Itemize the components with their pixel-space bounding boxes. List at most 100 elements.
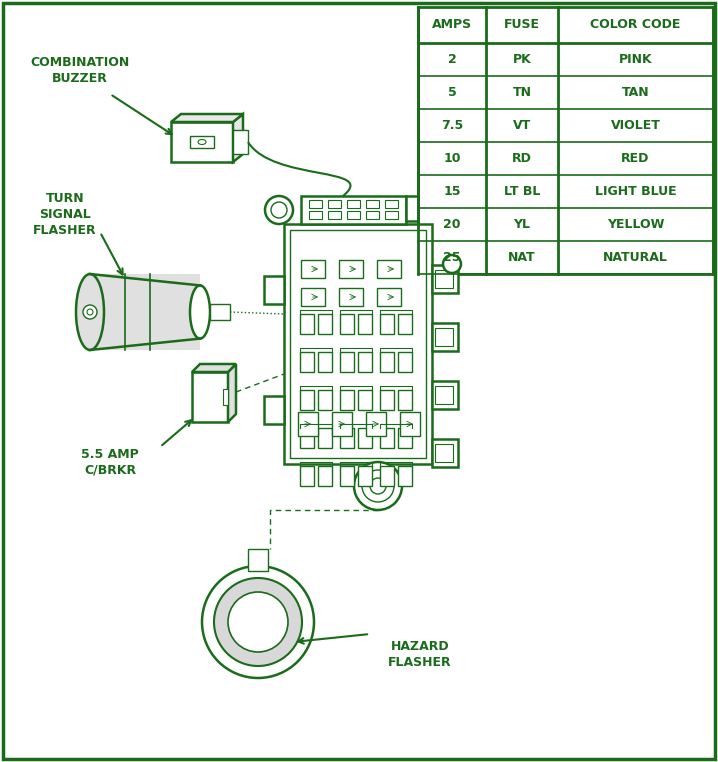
- Bar: [300, 428, 314, 448]
- Bar: [358, 352, 372, 372]
- Text: VT: VT: [513, 119, 531, 132]
- Circle shape: [354, 462, 402, 510]
- Text: AMPS: AMPS: [432, 18, 472, 31]
- Bar: [210, 304, 230, 320]
- Bar: [377, 260, 401, 278]
- Bar: [406, 196, 417, 221]
- Bar: [192, 372, 228, 422]
- Bar: [418, 7, 713, 274]
- Bar: [377, 288, 401, 306]
- Circle shape: [83, 305, 97, 319]
- Bar: [318, 466, 332, 486]
- Bar: [301, 260, 325, 278]
- Text: VIOLET: VIOLET: [610, 119, 661, 132]
- Bar: [385, 200, 398, 208]
- Bar: [301, 288, 325, 306]
- Circle shape: [265, 196, 293, 224]
- Ellipse shape: [190, 286, 210, 338]
- Text: 5.5 AMP
C/BRKR: 5.5 AMP C/BRKR: [81, 447, 139, 476]
- Circle shape: [443, 255, 461, 273]
- Bar: [435, 444, 453, 462]
- Polygon shape: [171, 114, 243, 122]
- Bar: [358, 390, 372, 410]
- Bar: [339, 288, 363, 306]
- Bar: [327, 200, 340, 208]
- Bar: [318, 428, 332, 448]
- Bar: [398, 466, 412, 486]
- Bar: [400, 412, 420, 436]
- Text: PINK: PINK: [619, 53, 653, 66]
- Bar: [318, 390, 332, 410]
- Bar: [365, 211, 378, 219]
- Polygon shape: [233, 114, 243, 162]
- Circle shape: [271, 202, 287, 218]
- Circle shape: [87, 309, 93, 315]
- Polygon shape: [228, 364, 236, 422]
- Circle shape: [214, 578, 302, 666]
- Bar: [380, 428, 394, 448]
- Bar: [90, 274, 200, 350]
- Bar: [190, 136, 214, 148]
- Bar: [327, 211, 340, 219]
- Text: 25: 25: [443, 251, 461, 264]
- Bar: [264, 396, 284, 424]
- Bar: [365, 200, 378, 208]
- Bar: [358, 314, 372, 334]
- Bar: [418, 7, 713, 274]
- Bar: [358, 466, 372, 486]
- Text: 15: 15: [443, 185, 461, 198]
- Bar: [366, 412, 386, 436]
- Bar: [300, 390, 314, 410]
- Circle shape: [202, 566, 314, 678]
- Bar: [380, 352, 394, 372]
- Text: YELLOW: YELLOW: [607, 218, 664, 231]
- Bar: [398, 352, 412, 372]
- Bar: [380, 314, 394, 334]
- Text: 20: 20: [443, 218, 461, 231]
- Text: COLOR CODE: COLOR CODE: [590, 18, 681, 31]
- Text: LT BL: LT BL: [504, 185, 540, 198]
- Bar: [432, 381, 458, 409]
- Bar: [264, 276, 284, 304]
- Ellipse shape: [198, 139, 206, 145]
- Text: HAZARD
FLASHER: HAZARD FLASHER: [388, 639, 452, 668]
- Circle shape: [370, 478, 386, 494]
- Text: COMBINATION
BUZZER: COMBINATION BUZZER: [30, 56, 130, 85]
- Bar: [298, 412, 318, 436]
- Bar: [380, 466, 394, 486]
- Bar: [347, 200, 360, 208]
- Circle shape: [362, 470, 394, 502]
- Text: FUSE: FUSE: [504, 18, 540, 31]
- Bar: [398, 390, 412, 410]
- Bar: [332, 412, 352, 436]
- Bar: [300, 314, 314, 334]
- Bar: [339, 260, 363, 278]
- Bar: [318, 314, 332, 334]
- Bar: [318, 352, 332, 372]
- Text: NAT: NAT: [508, 251, 536, 264]
- Text: 7.5: 7.5: [441, 119, 463, 132]
- Bar: [432, 265, 458, 293]
- Bar: [284, 224, 432, 464]
- Bar: [340, 352, 354, 372]
- Bar: [385, 211, 398, 219]
- Bar: [309, 200, 322, 208]
- Bar: [347, 211, 360, 219]
- Bar: [300, 466, 314, 486]
- Bar: [309, 211, 322, 219]
- Text: NATURAL: NATURAL: [603, 251, 668, 264]
- Bar: [300, 352, 314, 372]
- Bar: [435, 270, 453, 288]
- Bar: [340, 390, 354, 410]
- Bar: [380, 390, 394, 410]
- Circle shape: [228, 592, 288, 652]
- Text: 5: 5: [447, 86, 457, 99]
- Bar: [301, 196, 406, 224]
- Text: RD: RD: [512, 152, 532, 165]
- Bar: [171, 122, 233, 162]
- Bar: [358, 428, 372, 448]
- Text: LIGHT BLUE: LIGHT BLUE: [595, 185, 676, 198]
- Bar: [233, 130, 248, 154]
- Bar: [340, 428, 354, 448]
- Bar: [432, 439, 458, 467]
